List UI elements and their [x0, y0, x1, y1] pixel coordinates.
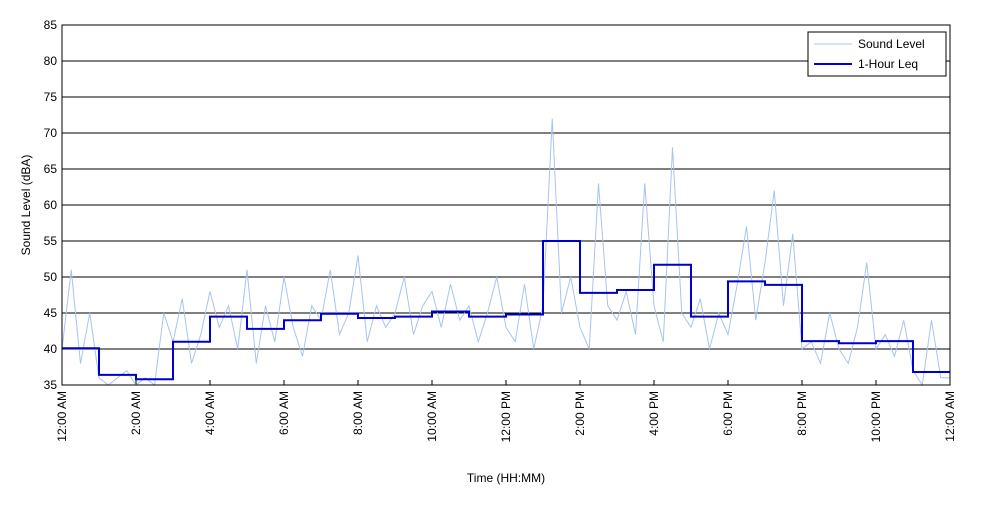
- x-tick-label: 12:00 PM: [499, 391, 513, 442]
- y-tick-label: 60: [44, 198, 58, 212]
- y-tick-label: 70: [44, 126, 58, 140]
- y-tick-label: 50: [44, 270, 58, 284]
- x-tick-label: 12:00 AM: [55, 391, 69, 442]
- x-tick-label: 6:00 AM: [277, 391, 291, 435]
- x-tick-label: 4:00 PM: [647, 391, 661, 436]
- plot-frame: [61, 24, 951, 386]
- y-tick-label: 45: [44, 306, 58, 320]
- y-tick-label: 40: [44, 342, 58, 356]
- x-tick-label: 2:00 AM: [129, 391, 143, 435]
- series-line: [62, 240, 950, 381]
- x-axis-label: Time (HH:MM): [467, 471, 545, 485]
- legend-label: Sound Level: [858, 37, 925, 51]
- x-tick-label: 8:00 PM: [795, 391, 809, 436]
- x-tick-label: 10:00 AM: [425, 391, 439, 442]
- x-tick-label: 4:00 AM: [203, 391, 217, 435]
- series-line: [61, 118, 950, 387]
- y-tick-label: 65: [44, 162, 58, 176]
- y-tick-label: 75: [44, 90, 58, 104]
- y-axis-label: Sound Level (dBA): [19, 155, 33, 256]
- legend-label: 1-Hour Leq: [858, 57, 918, 71]
- y-tick-label: 55: [44, 234, 58, 248]
- y-tick-label: 80: [44, 54, 58, 68]
- x-tick-label: 10:00 PM: [869, 391, 883, 442]
- x-tick-label: 6:00 PM: [721, 391, 735, 436]
- y-tick-label: 85: [44, 18, 58, 32]
- x-tick-label: 8:00 AM: [351, 391, 365, 435]
- y-tick-label: 35: [44, 378, 58, 392]
- x-tick-label: 2:00 PM: [573, 391, 587, 436]
- legend-box: [807, 31, 947, 77]
- x-tick-label: 12:00 AM: [943, 391, 957, 442]
